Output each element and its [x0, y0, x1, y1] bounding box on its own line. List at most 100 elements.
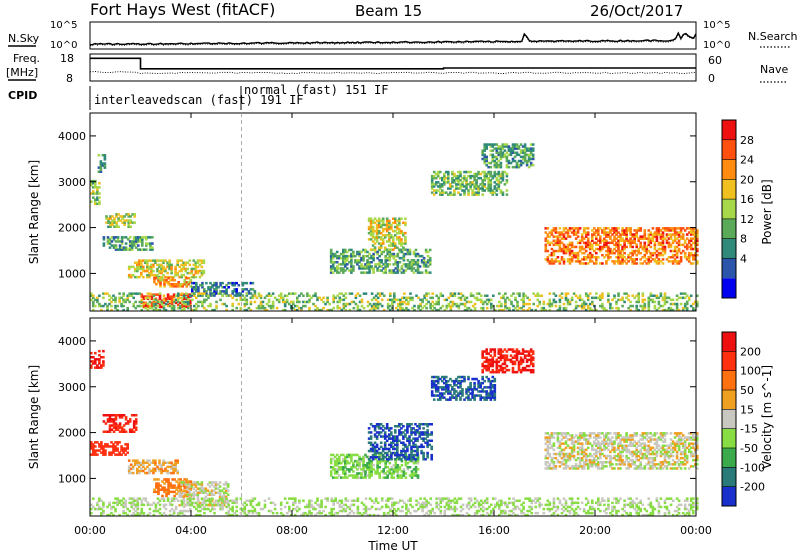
- data-cell: [197, 292, 200, 295]
- data-cell: [127, 275, 131, 279]
- data-cell: [373, 449, 377, 453]
- data-cell: [362, 292, 366, 295]
- data-cell: [514, 306, 517, 310]
- data-cell: [306, 300, 309, 304]
- data-cell: [487, 396, 490, 399]
- data-cell: [98, 302, 101, 306]
- data-cell: [548, 231, 552, 234]
- data-cell: [114, 244, 118, 247]
- data-cell: [694, 227, 697, 230]
- data-cell: [655, 308, 659, 312]
- data-cell: [501, 370, 505, 374]
- data-cell: [221, 281, 224, 285]
- data-cell: [402, 437, 405, 440]
- data-cell: [190, 267, 194, 271]
- data-cell: [150, 301, 154, 305]
- data-cell: [126, 238, 130, 241]
- data-cell: [667, 296, 671, 300]
- data-cell: [120, 447, 123, 450]
- data-cell: [158, 263, 161, 267]
- data-cell: [489, 143, 493, 146]
- data-cell: [340, 476, 343, 479]
- data-cell: [511, 159, 515, 163]
- data-cell: [457, 375, 460, 379]
- data-cell: [394, 254, 398, 258]
- data-cell: [483, 176, 486, 180]
- data-cell: [373, 435, 377, 438]
- data-cell: [459, 183, 462, 186]
- data-cell: [211, 294, 214, 297]
- data-cell: [544, 436, 548, 439]
- data-cell: [439, 398, 442, 401]
- data-cell: [167, 482, 170, 485]
- data-cell: [196, 271, 200, 275]
- data-cell: [183, 486, 186, 489]
- data-cell: [386, 476, 389, 479]
- data-cell: [156, 467, 159, 471]
- data-cell: [269, 304, 273, 308]
- data-cell: [493, 384, 497, 387]
- data-cell: [120, 449, 123, 452]
- data-cell: [184, 302, 188, 306]
- data-cell: [151, 246, 154, 249]
- data-cell: [544, 438, 548, 441]
- data-cell: [566, 245, 570, 249]
- data-cell: [388, 453, 392, 457]
- data-cell: [558, 450, 562, 454]
- data-cell: [477, 189, 480, 192]
- data-cell: [689, 231, 693, 234]
- data-cell: [580, 298, 584, 302]
- data-cell: [381, 238, 385, 241]
- data-cell: [493, 386, 497, 389]
- data-cell: [677, 227, 681, 230]
- data-cell: [509, 161, 513, 165]
- data-cell: [249, 296, 253, 300]
- data-cell: [554, 241, 558, 245]
- data-cell: [550, 260, 554, 263]
- data-cell: [169, 285, 172, 288]
- data-cell: [402, 242, 405, 245]
- data-cell: [525, 354, 529, 357]
- data-cell: [381, 221, 385, 225]
- data-cell: [550, 436, 554, 439]
- data-cell: [449, 300, 453, 304]
- data-cell: [370, 459, 373, 463]
- data-cell: [635, 308, 638, 312]
- data-cell: [548, 253, 552, 257]
- data-cell: [364, 248, 367, 252]
- data-cell: [560, 461, 564, 464]
- data-cell: [335, 250, 339, 254]
- data-cell: [342, 457, 345, 461]
- data-cell: [562, 235, 566, 238]
- data-cell: [196, 495, 200, 499]
- data-cell: [489, 379, 493, 383]
- data-cell: [550, 253, 554, 257]
- data-cell: [126, 443, 129, 446]
- data-cell: [560, 450, 564, 454]
- data-cell: [651, 233, 655, 236]
- data-cell: [102, 420, 106, 423]
- data-cell: [390, 244, 393, 247]
- data-cell: [124, 430, 128, 433]
- data-cell: [127, 469, 131, 473]
- data-cell: [497, 163, 501, 167]
- data-cell: [647, 262, 651, 265]
- data-cell: [358, 455, 361, 459]
- data-cell: [395, 298, 398, 302]
- data-cell: [483, 179, 486, 182]
- data-cell: [651, 235, 655, 238]
- data-cell: [655, 237, 659, 240]
- data-cell: [133, 463, 137, 466]
- data-cell: [239, 308, 243, 312]
- data-cell: [131, 467, 135, 471]
- data-cell: [647, 235, 651, 238]
- data-cell: [148, 267, 151, 271]
- data-cell: [98, 182, 101, 185]
- data-cell: [613, 294, 616, 297]
- data-cell: [173, 283, 176, 286]
- data-cell: [90, 445, 93, 448]
- noise-panel: [89, 21, 697, 50]
- data-cell: [167, 478, 170, 481]
- data-cell: [402, 443, 405, 447]
- data-cell: [418, 445, 421, 449]
